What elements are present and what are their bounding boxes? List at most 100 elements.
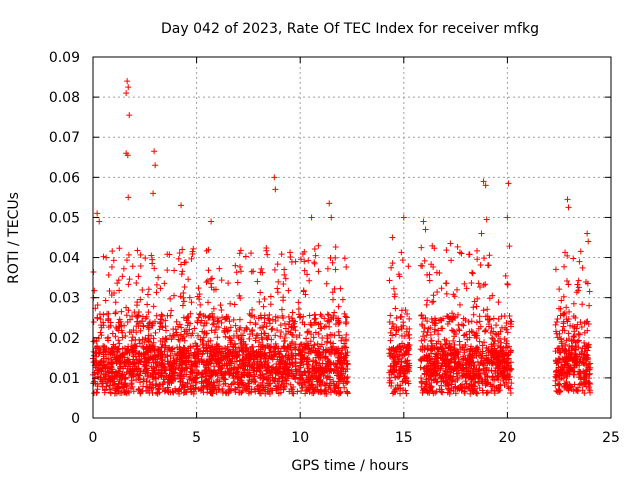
data-point	[134, 318, 141, 325]
data-point	[586, 288, 593, 295]
data-point	[390, 345, 397, 352]
data-point	[149, 381, 156, 388]
data-point	[195, 332, 202, 339]
data-point	[437, 374, 444, 381]
data-point	[100, 311, 107, 318]
data-point	[481, 355, 488, 362]
data-point	[137, 251, 144, 258]
data-point	[445, 385, 452, 392]
data-point	[277, 389, 284, 396]
data-point	[565, 387, 572, 394]
data-point	[304, 340, 311, 347]
data-point	[196, 311, 203, 318]
y-tick-label: 0.04	[49, 251, 80, 267]
data-point	[124, 318, 131, 325]
data-point	[561, 263, 568, 270]
data-point	[465, 385, 472, 392]
data-point	[165, 346, 172, 353]
data-point	[272, 332, 279, 339]
data-point	[432, 350, 439, 357]
data-point	[263, 247, 270, 254]
data-point	[153, 364, 160, 371]
data-point	[427, 338, 434, 345]
data-point	[174, 388, 181, 395]
data-point	[399, 387, 406, 394]
data-point	[131, 342, 138, 349]
data-point	[264, 251, 271, 258]
data-point	[581, 329, 588, 336]
data-point	[181, 337, 188, 344]
data-point	[190, 245, 197, 252]
data-point	[483, 352, 490, 359]
data-point	[150, 370, 157, 377]
data-point	[96, 218, 103, 225]
data-point	[394, 353, 401, 360]
data-point	[233, 333, 240, 340]
data-point	[125, 251, 132, 258]
data-point	[230, 380, 237, 387]
data-point	[386, 277, 393, 284]
data-point	[237, 324, 244, 331]
data-point	[418, 311, 425, 318]
data-point	[210, 305, 217, 312]
data-point	[137, 296, 144, 303]
data-point	[150, 364, 157, 371]
data-point	[311, 319, 318, 326]
data-point	[281, 384, 288, 391]
data-point	[256, 339, 263, 346]
data-point	[185, 276, 192, 283]
data-point	[467, 346, 474, 353]
data-point	[489, 292, 496, 299]
data-point	[581, 390, 588, 397]
data-point	[152, 356, 159, 363]
data-point	[259, 336, 266, 343]
data-point	[431, 315, 438, 322]
data-point	[400, 214, 407, 221]
data-point	[331, 309, 338, 316]
data-point	[473, 319, 480, 326]
y-tick-label: 0.02	[49, 331, 80, 347]
data-point	[387, 329, 394, 336]
data-point	[496, 387, 503, 394]
data-point	[476, 385, 483, 392]
data-point	[235, 381, 242, 388]
data-point	[482, 327, 489, 334]
data-point	[484, 364, 491, 371]
data-point	[230, 369, 237, 376]
data-point	[324, 335, 331, 342]
data-point	[158, 367, 165, 374]
data-point	[404, 310, 411, 317]
data-point	[185, 314, 192, 321]
data-point	[309, 362, 316, 369]
data-point	[324, 265, 331, 272]
data-point	[151, 265, 158, 272]
data-point	[443, 359, 450, 366]
data-point	[468, 269, 475, 276]
data-point	[175, 336, 182, 343]
data-point	[114, 384, 121, 391]
data-point	[336, 319, 343, 326]
data-point	[158, 311, 165, 318]
data-point	[297, 256, 304, 263]
data-point	[160, 363, 167, 370]
data-point	[480, 307, 487, 314]
data-point	[198, 386, 205, 393]
data-point	[254, 364, 261, 371]
data-point	[432, 320, 439, 327]
data-point	[139, 388, 146, 395]
data-point	[123, 90, 130, 97]
data-point	[441, 340, 448, 347]
data-point	[244, 385, 251, 392]
data-point	[115, 345, 122, 352]
data-point	[337, 285, 344, 292]
data-point	[433, 269, 440, 276]
data-point	[254, 353, 261, 360]
data-point	[179, 375, 186, 382]
data-point	[98, 332, 105, 339]
data-point	[568, 356, 575, 363]
data-point	[582, 343, 589, 350]
data-point	[503, 338, 510, 345]
data-point	[568, 383, 575, 390]
data-point	[218, 319, 225, 326]
data-point	[285, 287, 292, 294]
